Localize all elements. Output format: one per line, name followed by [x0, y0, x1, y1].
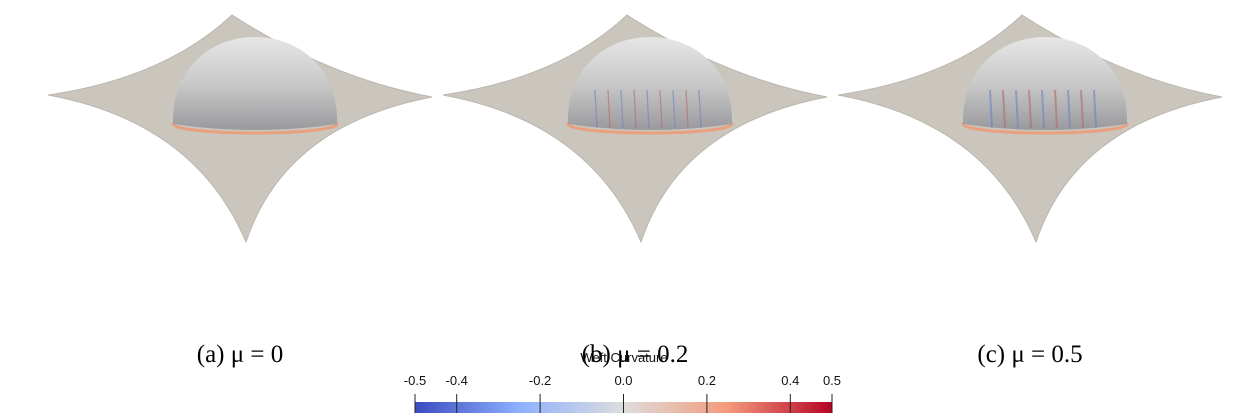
- colorbar-tick-label: -0.4: [445, 373, 467, 388]
- panels: (a) μ = 0 (b) μ = 0.2 (c) μ = 0.5: [48, 15, 1222, 368]
- panel: (b) μ = 0.2: [443, 15, 827, 368]
- caption: (a) μ = 0: [197, 341, 284, 368]
- caption: (c) μ = 0.5: [977, 341, 1082, 368]
- colorbar-tick-label: 0.4: [781, 373, 799, 388]
- colorbar: Weft Curvature -0.5 -0.4 -0.2 0.0 0.2 0.4 0.5: [404, 350, 841, 413]
- figure: (a) μ = 0 (b) μ = 0.2 (c) μ = 0.5 Weft Cur…: [0, 0, 1239, 413]
- colorbar-tick-label: 0.5: [823, 373, 841, 388]
- colorbar-tick-label: -0.2: [529, 373, 551, 388]
- colorbar-tick-label: 0.2: [698, 373, 716, 388]
- colorbar-tick-label: 0.0: [614, 373, 632, 388]
- panel: (a) μ = 0: [48, 15, 432, 368]
- panel: (c) μ = 0.5: [838, 15, 1222, 368]
- colorbar-tick-label: -0.5: [404, 373, 426, 388]
- colorbar-title: Weft Curvature: [580, 350, 667, 365]
